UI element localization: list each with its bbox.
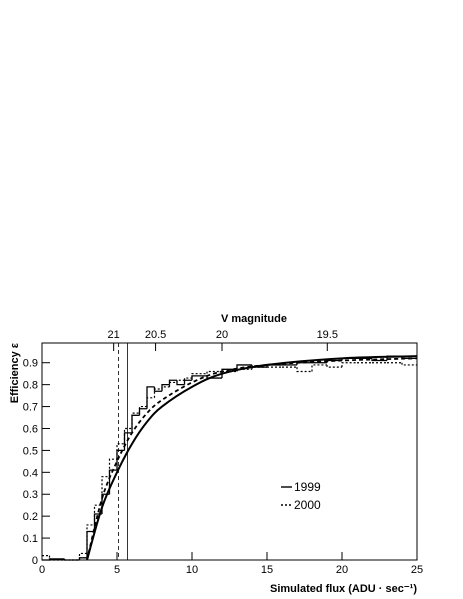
histogram-bin xyxy=(78,552,87,560)
histogram-bin xyxy=(168,381,177,387)
histogram-bin xyxy=(341,362,357,368)
x2-tick-label: 21 xyxy=(108,329,120,341)
histogram-bin xyxy=(191,373,207,379)
fit-curve xyxy=(86,357,418,561)
histogram-bin xyxy=(236,368,252,372)
histogram-bin xyxy=(221,368,237,379)
histogram-bin xyxy=(153,388,162,398)
histogram-bin xyxy=(48,555,57,561)
x-tick-label: 10 xyxy=(186,564,198,576)
histogram-bin xyxy=(146,397,155,407)
x-tick-label: 20 xyxy=(336,564,348,576)
histogram-bin xyxy=(191,375,207,381)
histogram-bin xyxy=(296,367,312,373)
histogram-bin xyxy=(138,408,147,416)
histogram-bin xyxy=(326,364,342,368)
histogram-bin xyxy=(116,443,125,460)
histogram-bin xyxy=(176,380,185,386)
y-tick-label: 0.9 xyxy=(23,358,38,370)
histogram-bin xyxy=(131,412,140,429)
histogram-bin xyxy=(206,370,222,374)
y-tick-label: 0 xyxy=(32,555,38,567)
x2-tick-label: 20.5 xyxy=(145,329,166,341)
histogram-bin xyxy=(311,364,327,372)
histogram-bin xyxy=(251,366,267,370)
y-tick-label: 0.1 xyxy=(23,533,38,545)
y-tick-label: 0.2 xyxy=(23,511,38,523)
y-axis-label: Efficiency ε xyxy=(9,342,21,403)
x2-axis-label: V magnitude xyxy=(221,313,287,325)
histogram-bin xyxy=(371,358,387,362)
legend-label: 1999 xyxy=(294,480,321,494)
x-tick-label: 15 xyxy=(261,564,273,576)
histogram-bin xyxy=(153,386,162,392)
fit-curve xyxy=(86,355,418,561)
histogram-bin xyxy=(123,427,132,444)
y-tick-label: 0.4 xyxy=(23,467,38,479)
x2-tick-label: 19.5 xyxy=(317,329,338,341)
y-tick-label: 0.6 xyxy=(23,423,38,435)
y-tick-label: 0.5 xyxy=(23,445,38,457)
x-tick-label: 25 xyxy=(411,564,423,576)
x-tick-label: 5 xyxy=(114,564,120,576)
plot-frame xyxy=(41,342,418,561)
y-tick-label: 0.7 xyxy=(23,402,38,414)
y-tick-label: 0.3 xyxy=(23,489,38,501)
histogram-bin xyxy=(161,383,170,392)
histogram-bin xyxy=(86,524,95,554)
y-tick-label: 0.8 xyxy=(23,380,38,392)
x-tick-label: 0 xyxy=(39,564,45,576)
histogram-bin xyxy=(108,458,117,477)
histogram-bin xyxy=(138,405,147,414)
histogram-bin xyxy=(168,379,177,385)
histogram-bin xyxy=(183,377,192,381)
histogram-bin xyxy=(176,379,185,383)
x2-tick-label: 20 xyxy=(216,329,228,341)
histogram-bin xyxy=(401,362,417,366)
x-axis-label: Simulated flux (ADU · sec⁻¹) xyxy=(270,583,417,595)
histogram-bin xyxy=(123,432,132,451)
legend-label: 2000 xyxy=(294,498,321,512)
histogram-bin xyxy=(131,414,140,433)
histogram-bin xyxy=(161,386,170,390)
